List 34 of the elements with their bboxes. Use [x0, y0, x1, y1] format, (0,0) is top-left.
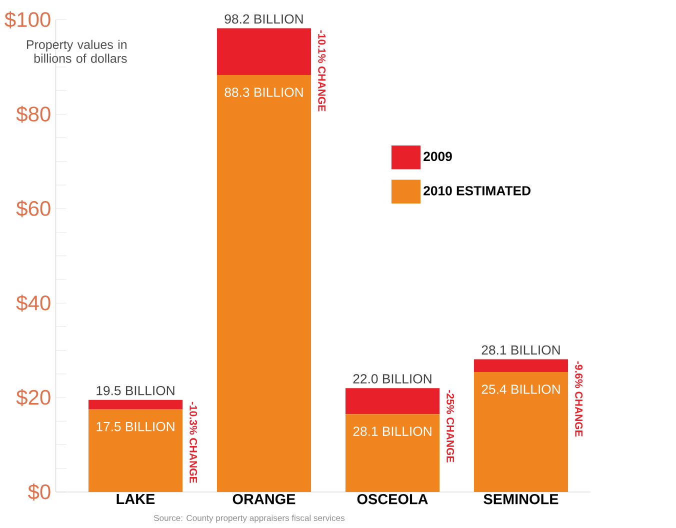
- data-label: 25.4 BILLION: [482, 384, 560, 394]
- bar: [345, 388, 440, 414]
- legend-label: 2009: [424, 152, 452, 162]
- source-note: Source: County property appraisers fiscal services: [154, 514, 345, 523]
- annotation: -10.1% CHANGE: [318, 30, 326, 112]
- data-label: 17.5 BILLION: [96, 422, 174, 432]
- bar: [216, 75, 312, 492]
- bar: [474, 372, 568, 492]
- y-tick-label: $40: [16, 294, 50, 312]
- data-label: 88.3 BILLION: [224, 88, 303, 98]
- total-label: 19.5 BILLION: [96, 386, 174, 396]
- annotation: -10.3% CHANGE: [190, 402, 198, 484]
- bar: [88, 410, 183, 492]
- total-label: 28.1 BILLION: [482, 346, 560, 355]
- y-tick-label: $60: [16, 200, 50, 218]
- bar: [88, 400, 183, 410]
- total-label: 98.2 BILLION: [224, 14, 303, 24]
- y-tick-label: $80: [16, 106, 50, 123]
- x-tick-label: SEMINOLE: [484, 494, 558, 504]
- y-tick-label: $0: [28, 484, 50, 501]
- annotation: -9.6% CHANGE: [575, 361, 583, 437]
- annotation: 28.1 BILLION: [353, 426, 432, 436]
- y-axis-title: Property values in billions of dollars: [26, 40, 127, 64]
- x-tick-label: ORANGE: [232, 494, 296, 504]
- x-tick-label: LAKE: [116, 494, 155, 504]
- legend-label: 2010 ESTIMATED: [424, 186, 530, 196]
- y-tick-label: $20: [16, 389, 50, 406]
- total-label: 22.0 BILLION: [353, 374, 432, 384]
- bar: [474, 359, 568, 372]
- annotation: -25% CHANGE: [446, 390, 454, 463]
- bar: [345, 414, 440, 492]
- x-tick-label: OSCEOLA: [357, 494, 428, 504]
- bar: [216, 28, 312, 76]
- y-tick-label: $100: [4, 11, 50, 28]
